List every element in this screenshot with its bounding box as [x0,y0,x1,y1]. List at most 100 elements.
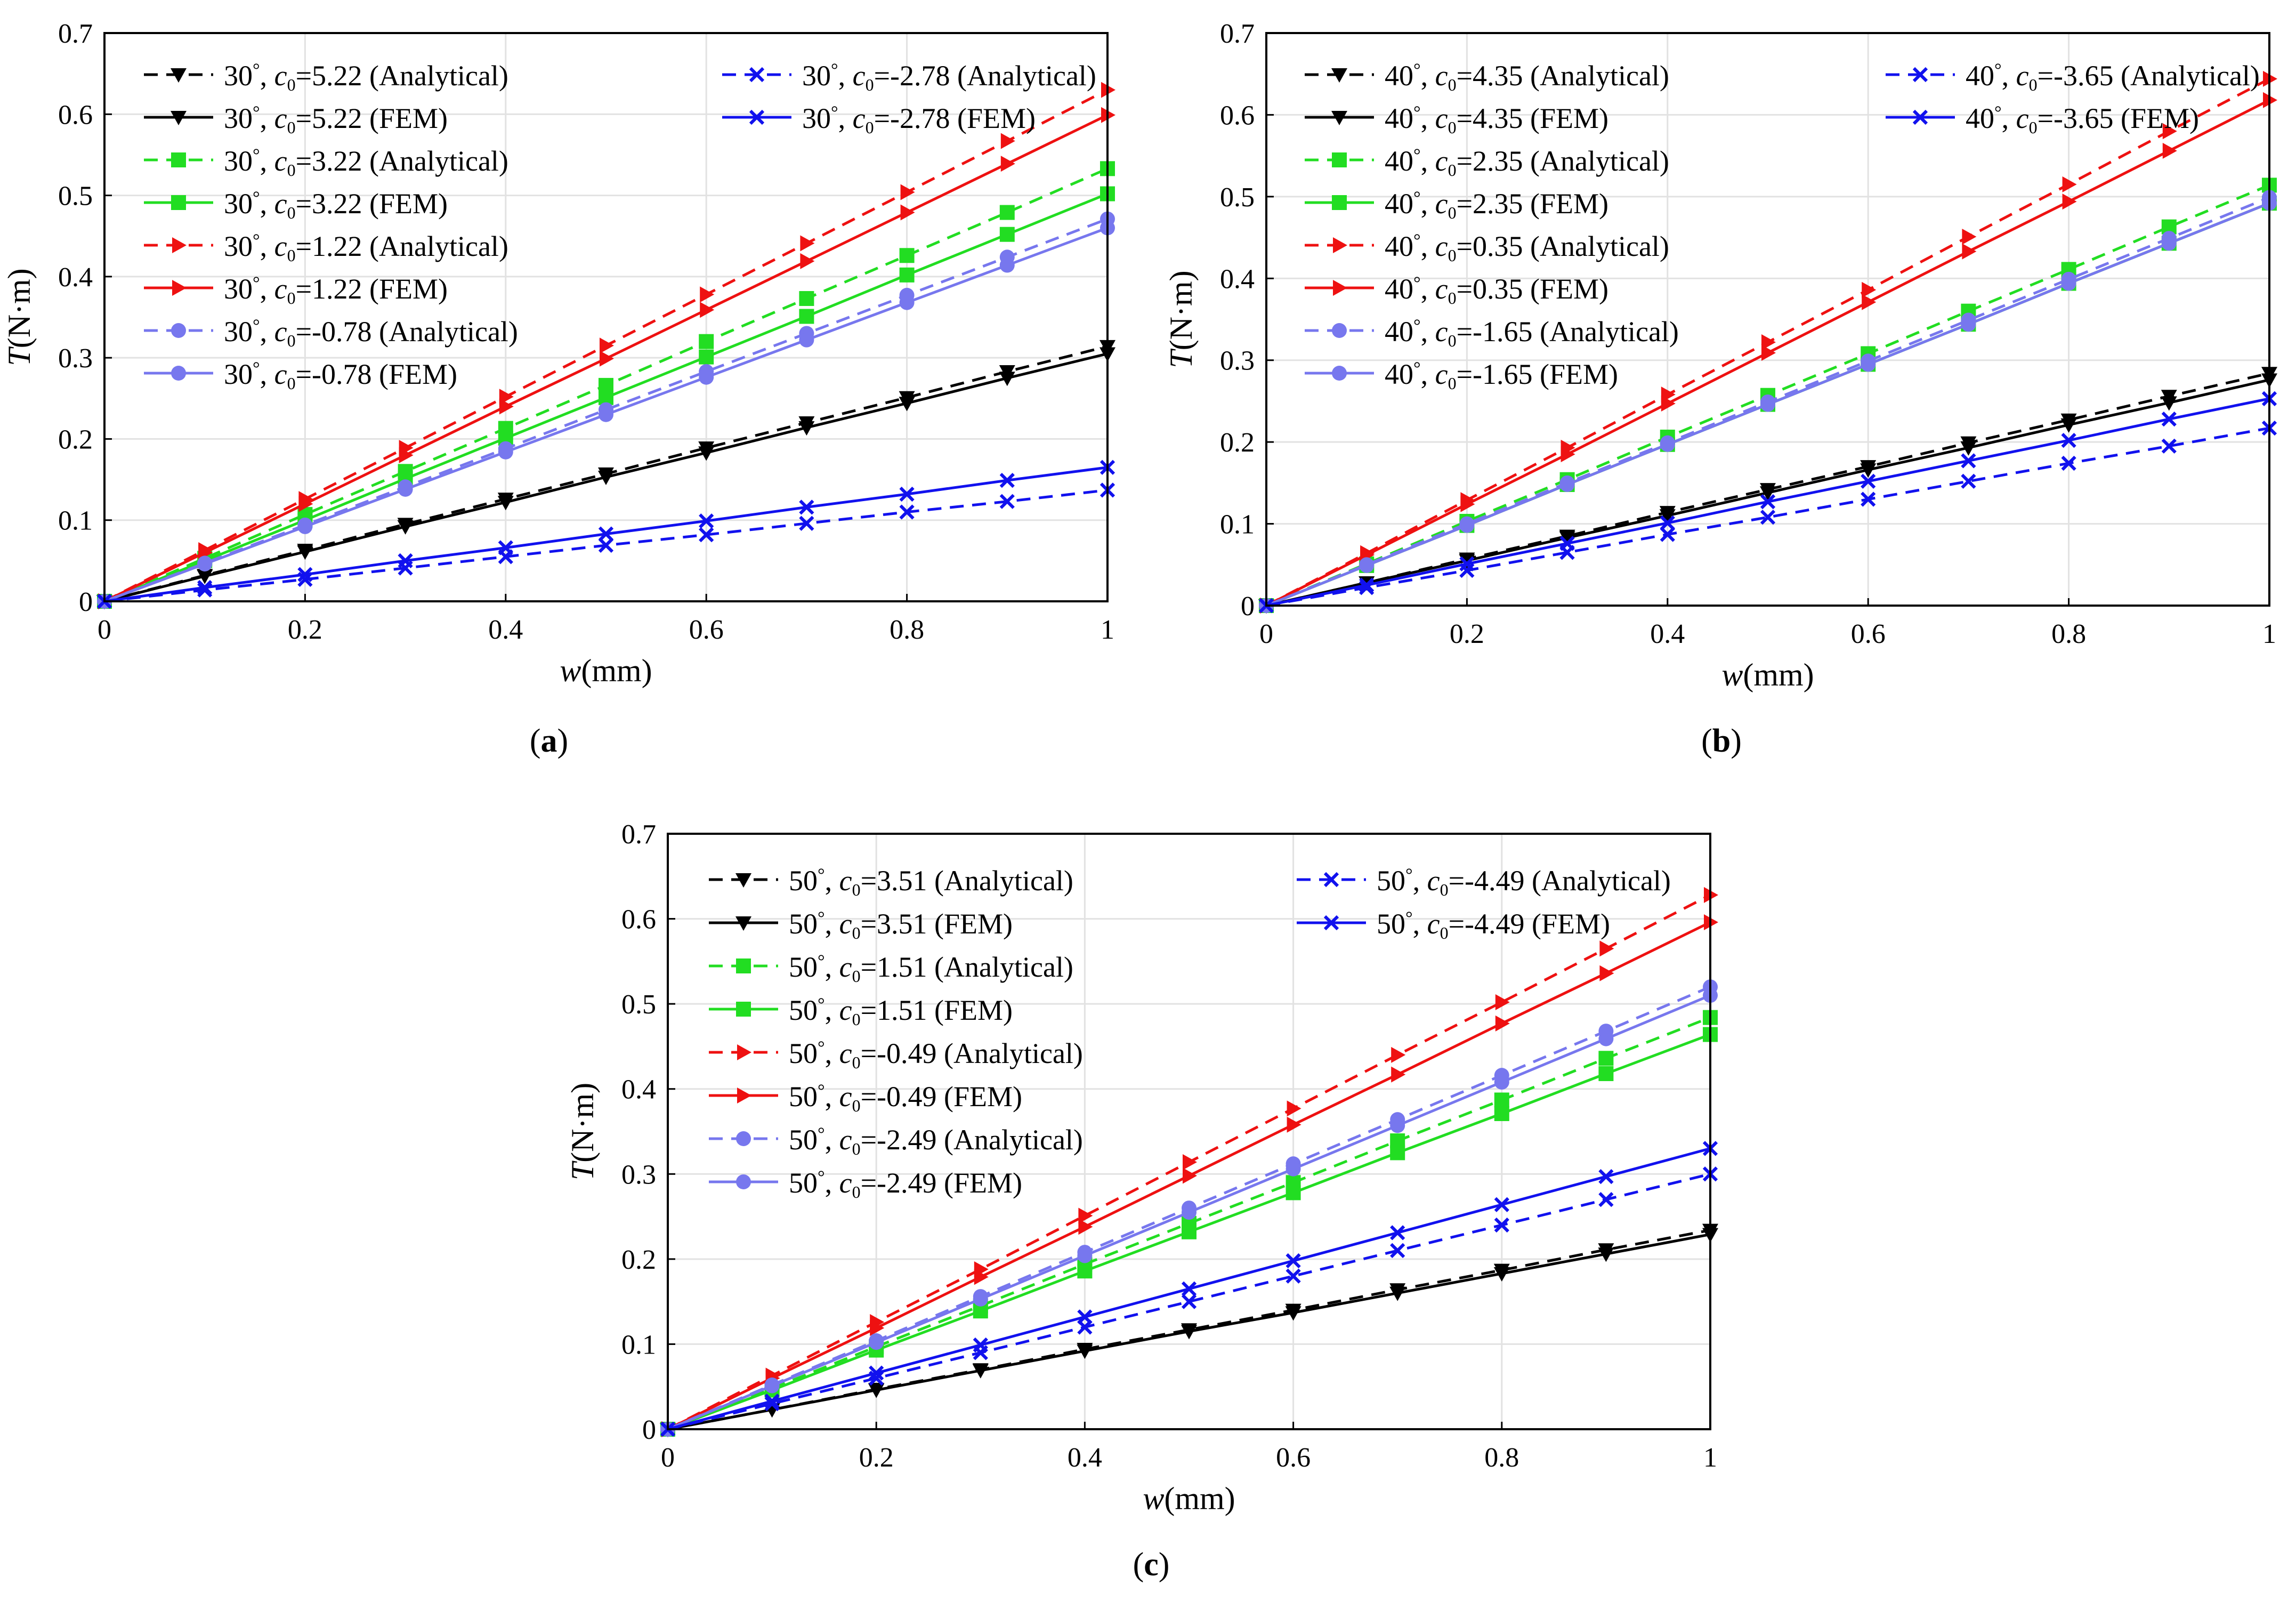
legend-swatch-marker [171,111,187,125]
data-point [868,1383,885,1398]
legend-label: 50°, c0=-4.49 (FEM) [1377,908,1610,943]
x-tick-label: 0.6 [1276,1443,1311,1473]
y-tick-label: 0.1 [621,1330,656,1360]
data-point [2061,276,2076,291]
legend-swatch-marker [1912,109,1928,125]
data-point [700,286,715,303]
legend-swatch-marker [171,68,187,83]
data-point [1359,577,1375,593]
data-point [1391,1046,1406,1063]
data-point [1761,344,1776,361]
y-tick-label: 0.7 [58,19,93,49]
data-point [764,1393,780,1409]
y-tick-label: 0.2 [58,424,93,455]
y-tick-label: 0.1 [58,506,93,536]
legend-item: 30°, c0=3.22 (Analytical) [144,145,508,180]
x-tick-label: 0.4 [1068,1443,1102,1473]
legend-label: 40°, c0=-1.65 (Analytical) [1385,316,1679,350]
legend-label: 40°, c0=4.35 (FEM) [1385,102,1608,137]
data-point [870,1320,885,1336]
x-tick-label: 0.2 [1450,619,1484,649]
data-point [974,1269,989,1285]
legend-label: 50°, c0=3.51 (Analytical) [789,865,1073,899]
data-point [1494,1197,1509,1212]
legend-swatch-marker [737,1088,751,1103]
legend-label: 30°, c0=3.22 (FEM) [224,188,448,222]
data-point [1287,1100,1301,1117]
data-point [297,567,313,582]
data-point [1359,558,1375,573]
data-point [1760,397,1775,412]
data-point [599,407,613,422]
plot-frame [1265,32,2270,607]
data-point [798,421,815,436]
legend-swatch-marker [171,323,186,338]
legend-swatch-marker [736,1174,751,1189]
series-line-3.51-analytical [667,1229,1711,1431]
data-point [899,295,915,310]
data-point [1961,317,1976,332]
data-point [869,1335,884,1350]
legend-swatch-marker [1323,872,1339,888]
data-point [1659,509,1676,524]
data-point [1961,453,1976,469]
legend-label: 40°, c0=4.35 (Analytical) [1385,60,1669,94]
x-tick-label: 0.4 [488,615,523,645]
data-point [1559,536,1575,551]
y-tick-label: 0.6 [58,100,93,130]
y-tick-label: 0 [79,587,93,617]
data-point [799,332,814,348]
plot-frame [103,32,1109,602]
legend-item: 40°, c0=-1.65 (FEM) [1305,358,1618,393]
legend-swatch-marker [1332,366,1347,381]
data-point [1000,133,1015,149]
data-point [1181,1294,1197,1309]
data-point [1861,492,1876,507]
x-tick-label: 0.8 [2051,619,2086,649]
data-point [1860,463,1877,478]
data-point [1494,1092,1509,1108]
data-point [1494,1106,1509,1121]
legend-item: 50°, c0=1.51 (Analytical) [709,951,1073,986]
data-point [598,537,614,553]
legend-label: 40°, c0=0.35 (Analytical) [1385,230,1669,265]
data-point [699,349,714,365]
data-point [197,579,213,595]
data-point [900,184,915,200]
legend-label: 40°, c0=2.35 (FEM) [1385,188,1608,222]
legend-item: 50°, c0=-4.49 (FEM) [1297,908,1610,943]
legend-item: 30°, c0=1.22 (Analytical) [144,230,508,265]
legend-item: 40°, c0=2.35 (FEM) [1305,188,1608,222]
legend: 40°, c0=4.35 (Analytical) 40°, c0=4.35 (F… [1305,60,2260,393]
data-point [1599,965,1614,981]
data-point [899,397,915,412]
panel-tag: (c) [1133,1546,1170,1583]
data-point [1962,243,1977,260]
legend: 50°, c0=3.51 (Analytical) 50°, c0=3.51 (F… [709,865,1671,1202]
data-point [699,527,714,543]
x-tick-label: 0.4 [1650,619,1685,649]
y-tick-label: 0.6 [1220,100,1255,131]
x-tick-label: 0.8 [1484,1443,1519,1473]
legend-swatch-marker [735,916,751,931]
data-point [297,519,313,534]
x-tick-label: 0.8 [890,615,924,645]
panel-tag: (b) [1701,723,1742,759]
legend-swatch-marker [172,280,187,296]
legend-label: 30°, c0=1.22 (FEM) [224,273,448,308]
data-point [999,227,1015,242]
data-point [498,444,513,460]
y-tick-label: 0.1 [1220,510,1255,540]
legend-label: 30°, c0=-2.78 (FEM) [802,102,1036,137]
y-tick-label: 0.3 [1220,346,1255,376]
data-point [999,494,1015,509]
legend-label: 30°, c0=1.22 (Analytical) [224,230,508,265]
plot-area [104,33,1107,601]
legend-swatch-marker [171,152,186,167]
data-point [498,540,513,555]
data-point [1077,1248,1093,1263]
x-tick-label: 1 [2262,619,2276,649]
data-point [397,520,414,535]
legend-label: 40°, c0=-1.65 (FEM) [1385,358,1618,393]
legend-label: 40°, c0=-3.65 (Analytical) [1966,60,2260,94]
